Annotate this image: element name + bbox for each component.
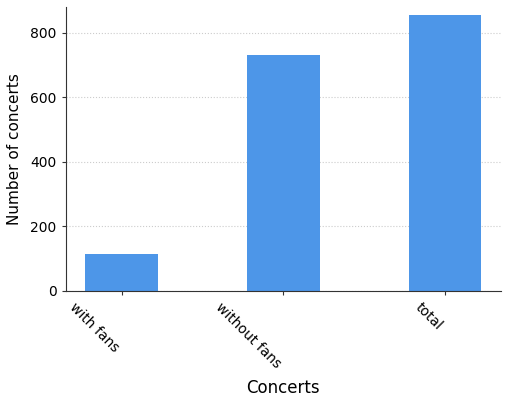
Bar: [247, 55, 320, 291]
Bar: [85, 254, 158, 291]
X-axis label: Concerts: Concerts: [246, 379, 320, 397]
Y-axis label: Number of concerts: Number of concerts: [7, 73, 22, 225]
Bar: [408, 15, 481, 291]
